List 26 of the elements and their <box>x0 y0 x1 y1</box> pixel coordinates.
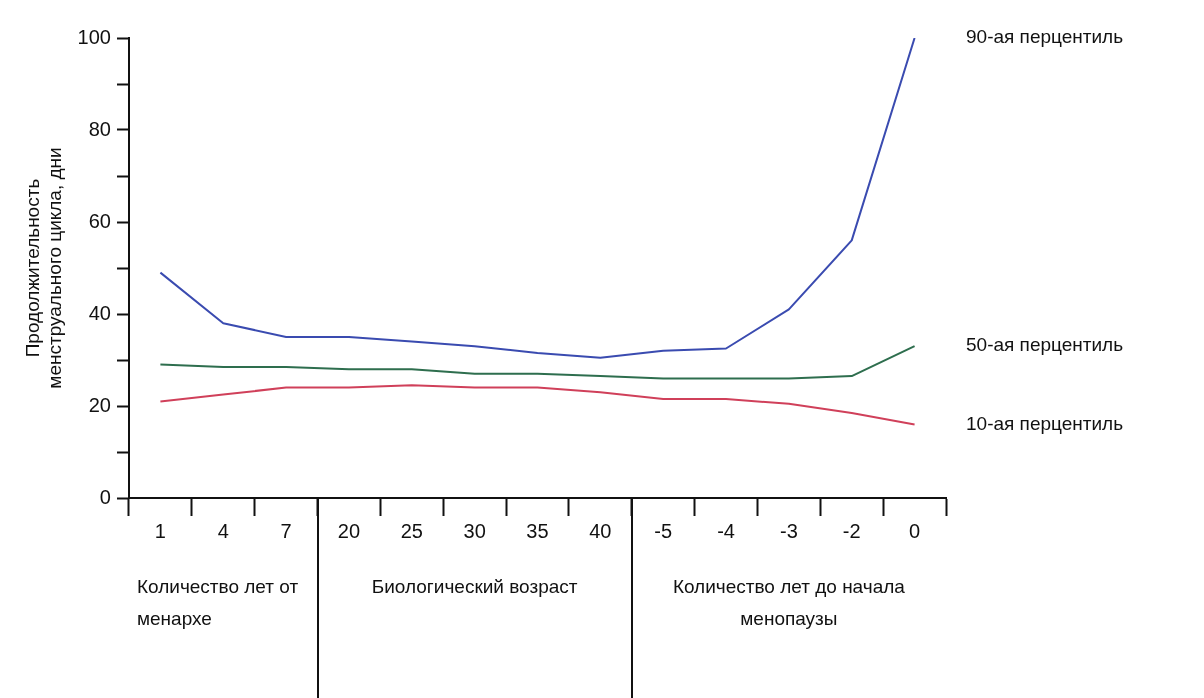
y-tick-label: 100 <box>77 25 111 48</box>
x-tick-label: 30 <box>463 519 486 542</box>
text: Количество лет от менархе <box>136 575 299 629</box>
x-tick-label: 40 <box>589 519 612 542</box>
x-tick-label: 4 <box>217 519 229 542</box>
x-tick-label: -4 <box>717 519 735 542</box>
text: 10-ая перцентиль <box>966 412 1124 434</box>
x-tick-label: -2 <box>842 519 861 542</box>
y-tick-label: 60 <box>88 209 111 232</box>
x-tick-label: -5 <box>654 519 673 542</box>
y-tick-label: 20 <box>88 393 111 416</box>
x-tick-label: -3 <box>779 519 798 542</box>
text: Количество лет до начала менопаузы <box>672 575 906 629</box>
x-tick-label: 25 <box>400 519 423 542</box>
x-tick-label: 7 <box>280 519 292 542</box>
y-tick-label: 80 <box>88 117 111 140</box>
x-tick-label: 35 <box>526 519 549 542</box>
x-tick-label: 1 <box>154 519 166 542</box>
x-tick-label: 0 <box>909 519 921 542</box>
text: 50-ая перцентиль <box>966 334 1124 356</box>
y-tick-label: 0 <box>99 485 111 508</box>
text: Биологический возраст <box>371 575 578 597</box>
x-tick-label: 20 <box>337 519 361 542</box>
y-axis-title: Продолжительность менструального цикла, дни <box>21 147 66 389</box>
text: 90-ая перцентиль <box>966 26 1124 48</box>
y-tick-label: 40 <box>88 301 111 324</box>
